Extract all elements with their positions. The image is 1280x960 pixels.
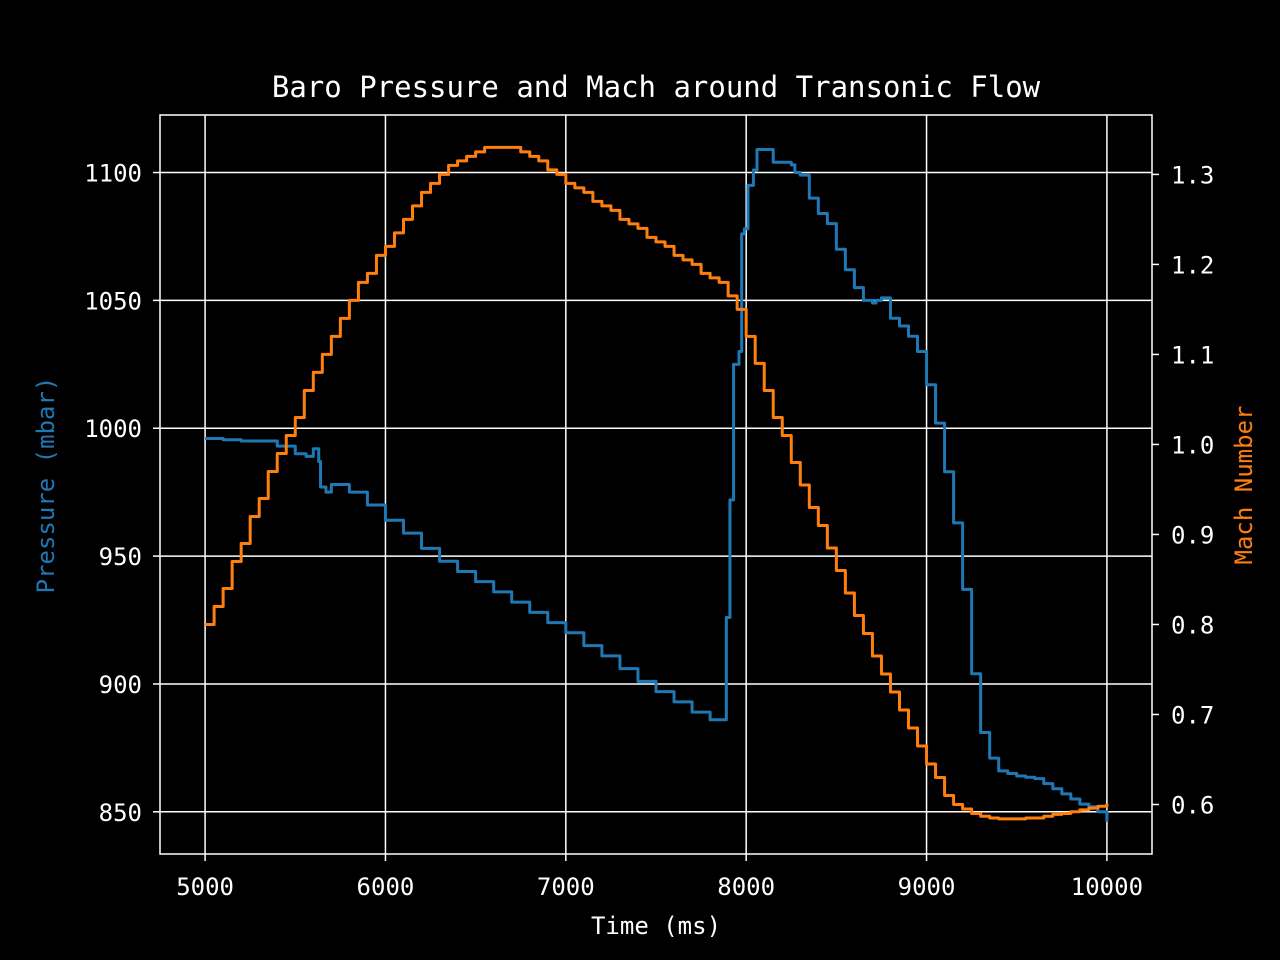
right-y-tick-label: 0.6 (1171, 791, 1214, 819)
x-tick-label: 6000 (357, 873, 415, 901)
right-y-tick-label: 1.1 (1171, 341, 1214, 369)
left-y-tick-label: 850 (99, 799, 142, 827)
x-axis-label: Time (ms) (591, 912, 721, 940)
right-y-tick-label: 0.8 (1171, 611, 1214, 639)
x-tick-label: 9000 (898, 873, 956, 901)
x-tick-label: 7000 (537, 873, 595, 901)
grid-layer (160, 115, 1152, 854)
left-y-tick-label: 1050 (84, 287, 142, 315)
right-y-axis-label: Mach Number (1230, 406, 1258, 565)
left-y-tick-label: 1000 (84, 415, 142, 443)
x-tick-label: 5000 (176, 873, 234, 901)
left-y-tick-label: 950 (99, 543, 142, 571)
tick-layer: 5000 6000 7000 8000 9000 10000 850 900 950 1000 10… (84, 160, 1214, 901)
chart-title: Baro Pressure and Mach around Transonic … (272, 70, 1041, 104)
left-y-axis-label: Pressure (mbar) (32, 377, 60, 594)
left-y-tick-label: 900 (99, 671, 142, 699)
x-tick-label: 10000 (1071, 873, 1143, 901)
plot-frame (159, 114, 1153, 855)
right-y-tick-label: 0.9 (1171, 521, 1214, 549)
pressure-mbar-series-line (205, 148, 1109, 823)
right-y-tick-label: 0.7 (1171, 701, 1214, 729)
series-layer (205, 145, 1109, 823)
right-y-tick-label: 1.2 (1171, 251, 1214, 279)
right-y-tick-label: 1.0 (1171, 431, 1214, 459)
mach-number-series-line (205, 145, 1109, 821)
left-y-tick-label: 1100 (84, 160, 142, 188)
right-y-tick-label: 1.3 (1171, 161, 1214, 189)
x-tick-label: 8000 (717, 873, 775, 901)
